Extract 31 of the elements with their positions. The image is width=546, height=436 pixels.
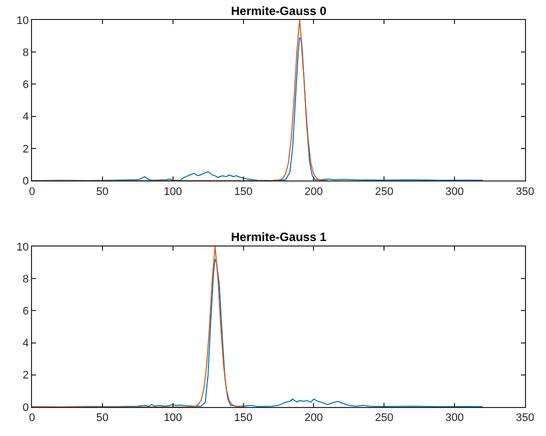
x-tick-label: 350 — [516, 186, 534, 198]
y-tick-label: 4 — [22, 111, 29, 124]
x-tick-label: 100 — [164, 186, 182, 198]
y-tick-label: 6 — [22, 305, 29, 318]
y-tick-label: 8 — [22, 46, 29, 59]
y-tick-label: 8 — [22, 273, 29, 286]
x-tick-label: 200 — [304, 186, 323, 198]
line-series — [32, 246, 244, 407]
line-series — [32, 20, 328, 181]
y-tick-label: 10 — [16, 14, 29, 27]
x-tick-label: 100 — [164, 412, 182, 424]
x-tick-label: 150 — [234, 186, 252, 198]
y-tick-label: 2 — [22, 143, 29, 156]
x-tick-label: 250 — [374, 186, 394, 198]
x-tick-label: 300 — [445, 412, 464, 424]
y-tick-label: 0 — [22, 175, 29, 188]
x-tick-label: 200 — [304, 412, 323, 424]
x-tick-label: 250 — [374, 412, 394, 424]
y-tick-label: 0 — [22, 402, 29, 414]
y-tick-label: 6 — [22, 79, 29, 92]
x-tick-label: 350 — [516, 412, 534, 424]
y-tick-label: 4 — [22, 338, 29, 350]
line-series — [32, 258, 484, 407]
x-tick-label: 150 — [234, 412, 252, 424]
y-tick-label: 10 — [16, 241, 29, 254]
x-tick-label: 50 — [96, 186, 109, 198]
chart-title: Hermite-Gauss 1 — [231, 230, 327, 244]
y-tick-label: 2 — [22, 370, 29, 382]
x-tick-label: 50 — [96, 412, 109, 424]
chart-title: Hermite-Gauss 0 — [231, 4, 327, 18]
x-tick-label: 300 — [445, 186, 464, 198]
